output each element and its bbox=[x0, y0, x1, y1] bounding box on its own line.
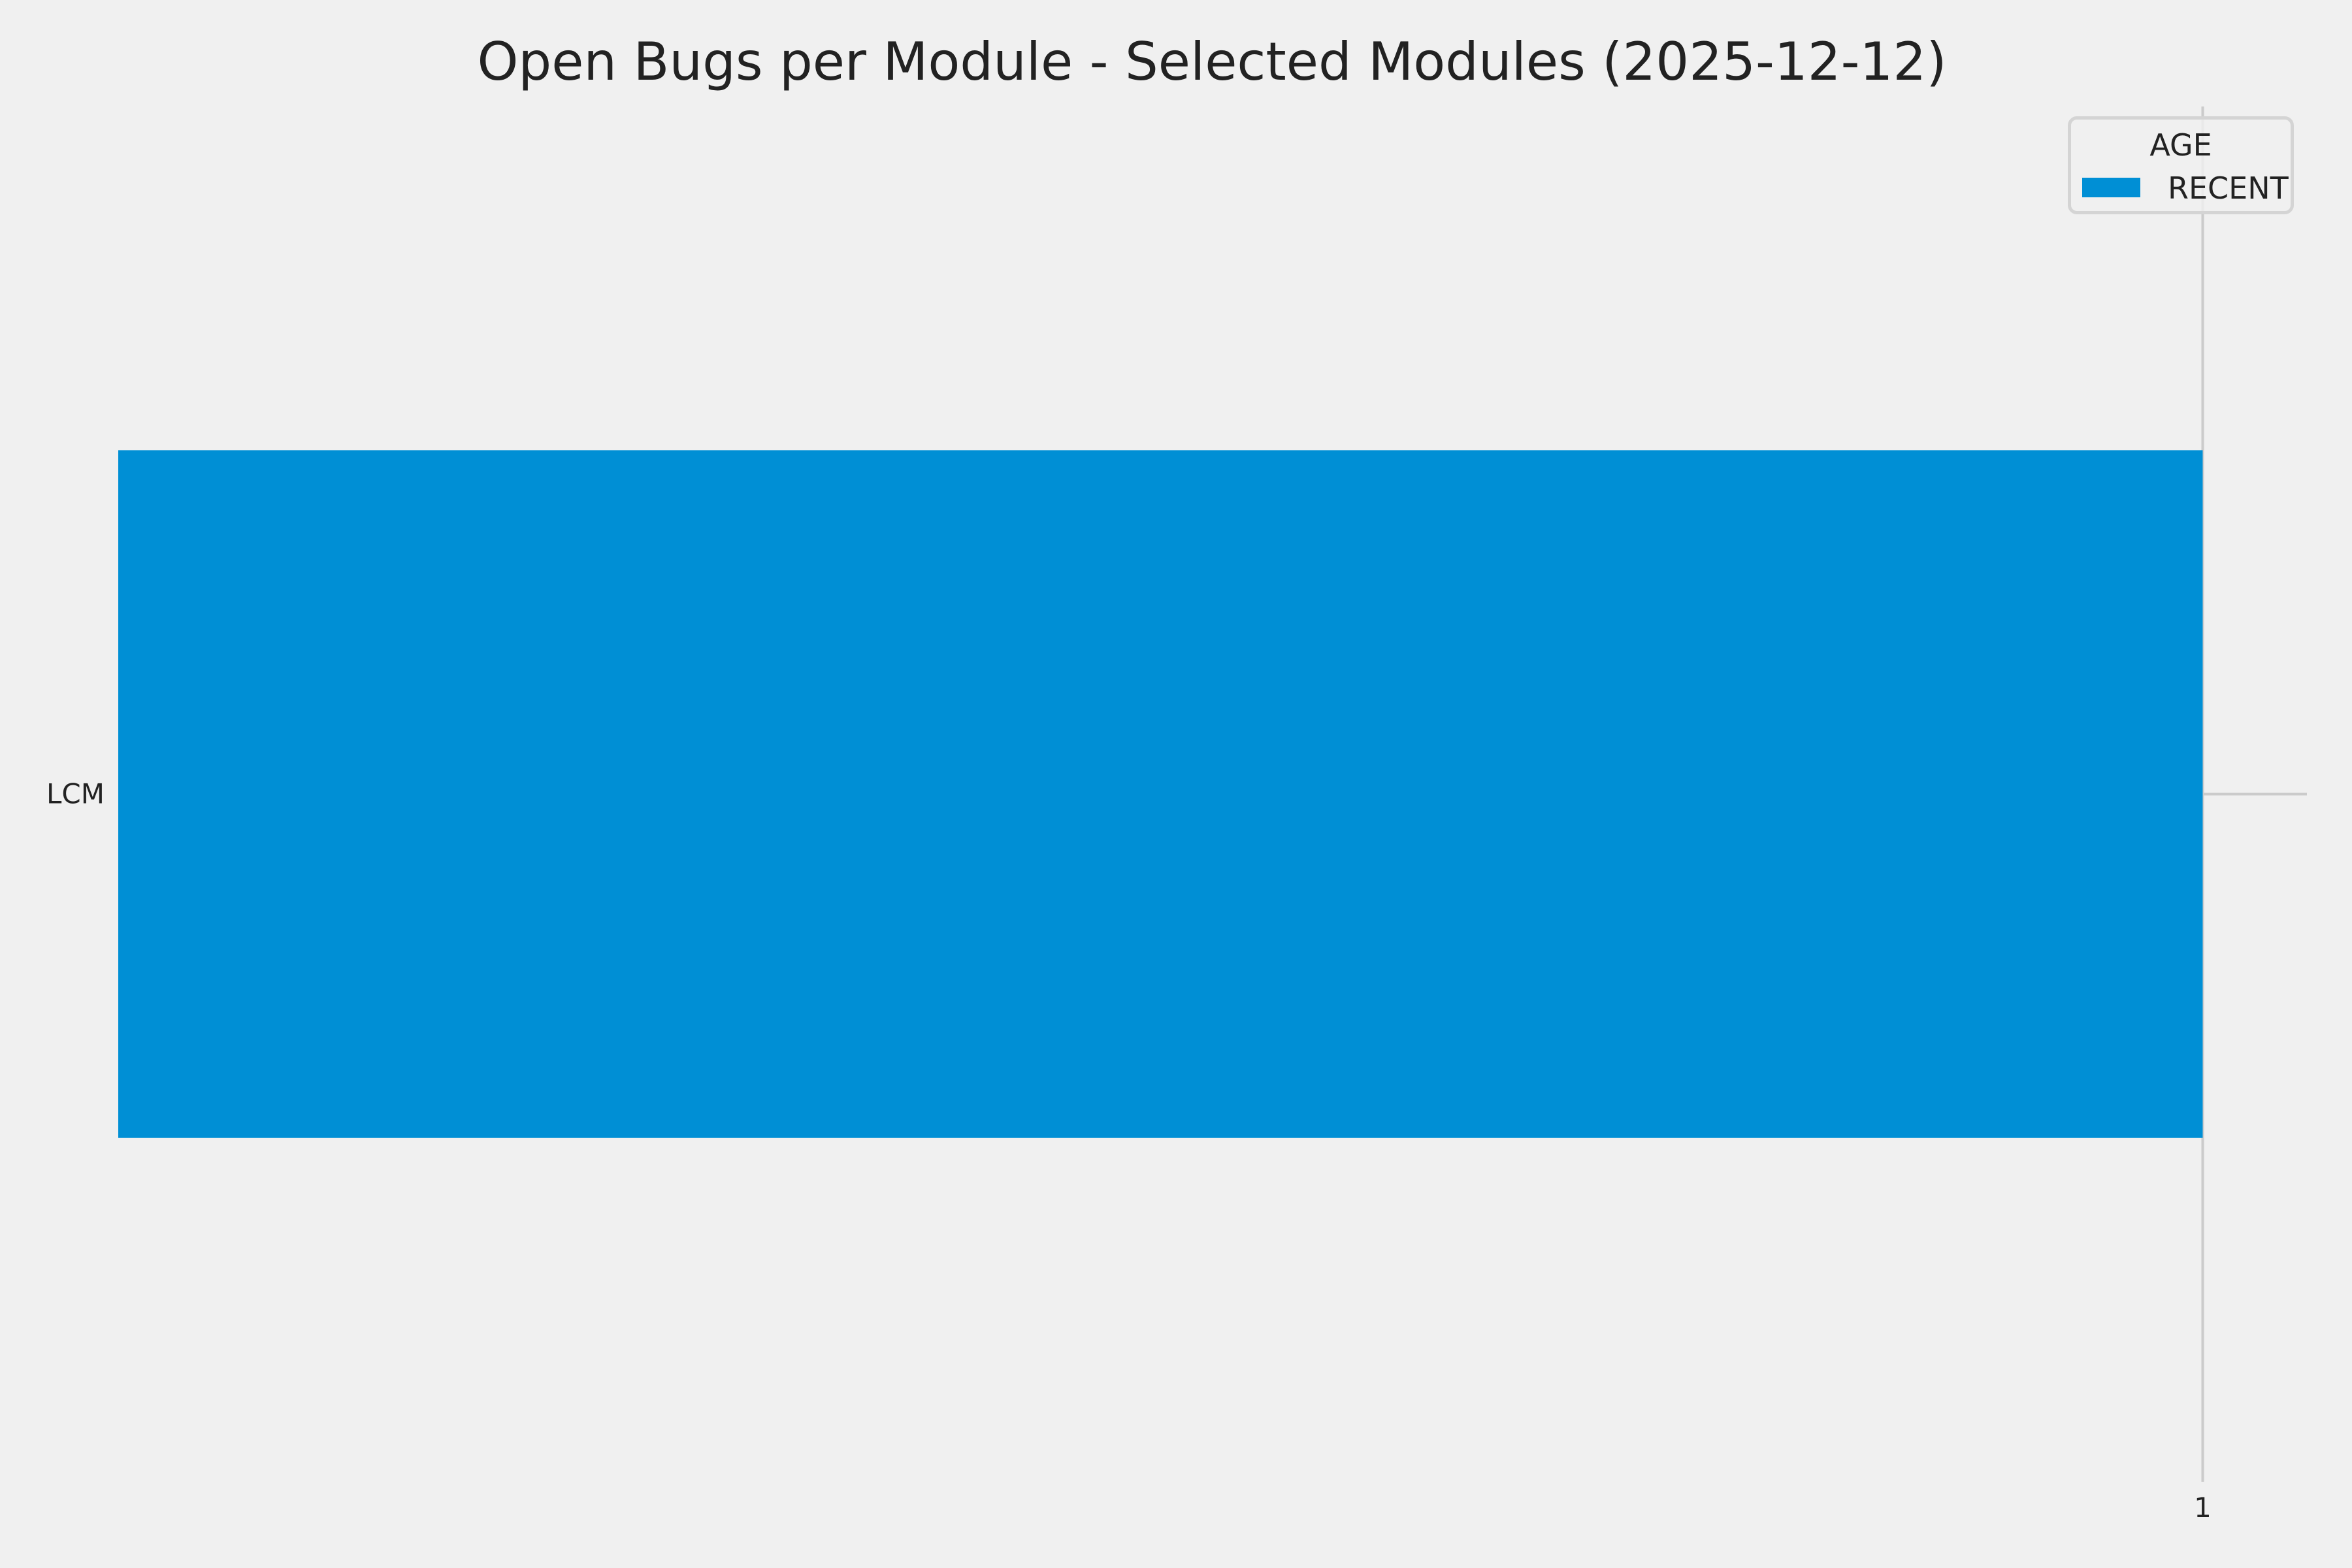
chart-title: Open Bugs per Module - Selected Modules … bbox=[477, 31, 1947, 92]
bar-lcm bbox=[118, 450, 2203, 1138]
y-tick-label: LCM bbox=[46, 778, 105, 810]
x-tick-label: 1 bbox=[2194, 1492, 2212, 1524]
legend-title: AGE bbox=[2149, 127, 2212, 163]
legend-patch-recent bbox=[2082, 178, 2140, 197]
legend: AGE RECENT bbox=[2068, 116, 2294, 214]
legend-label-recent: RECENT bbox=[2168, 171, 2289, 206]
